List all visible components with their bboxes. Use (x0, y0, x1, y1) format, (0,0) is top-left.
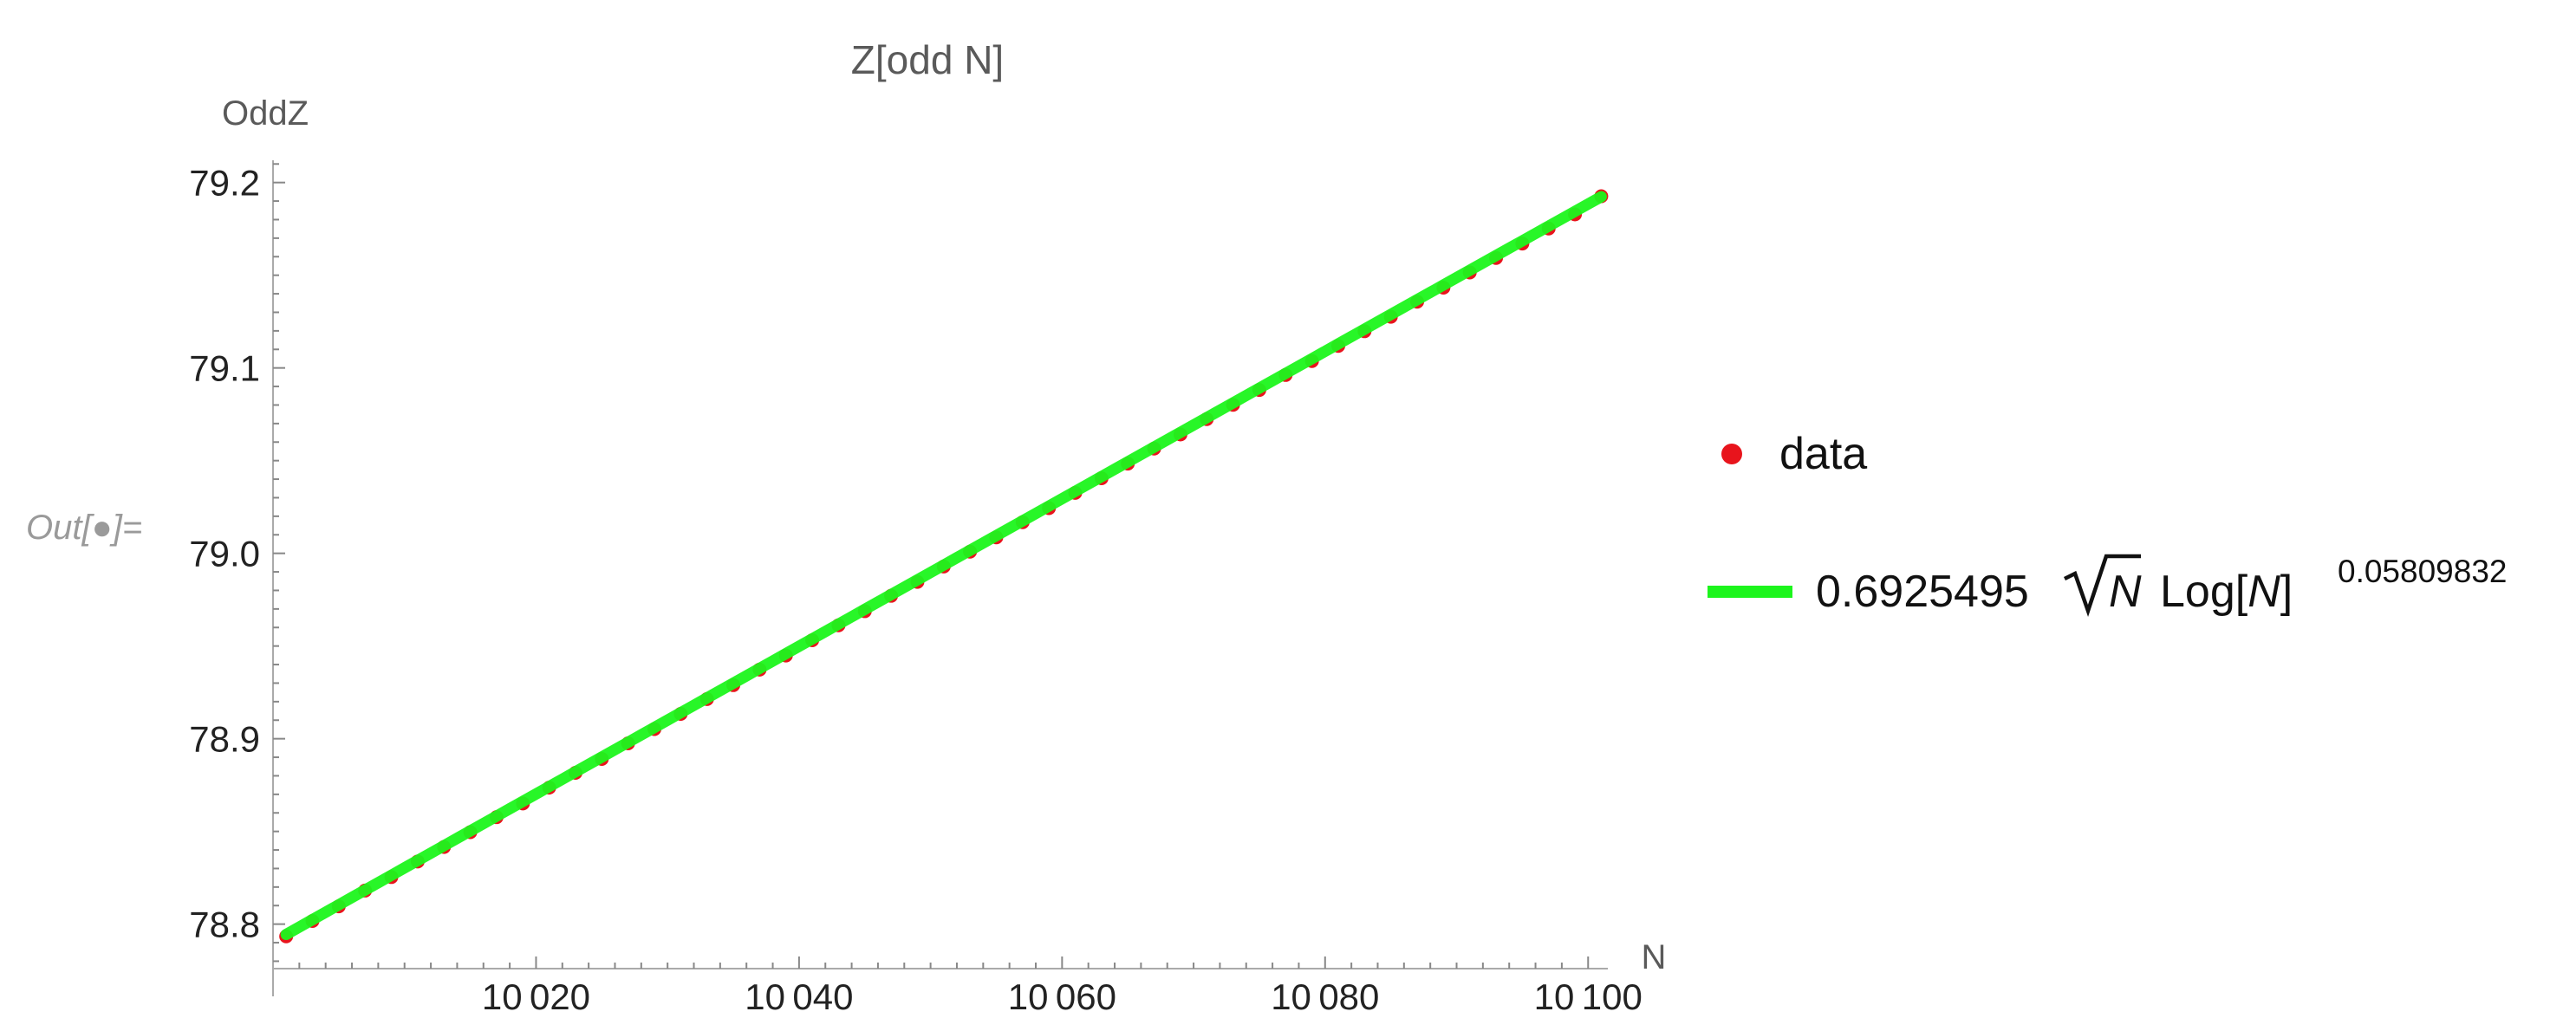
y-tick-label: 79.1 (189, 348, 260, 389)
x-tick-label: 10 020 (482, 976, 590, 1017)
legend-fit-exponent: 0.05809832 (2338, 554, 2507, 589)
fit-line (280, 191, 1607, 941)
legend-fit-log-var: N (2247, 567, 2280, 617)
y-ticks: 78.8 78.9 79.0 79.1 79.2 (189, 163, 285, 963)
legend-sqrt-sign (2063, 554, 2141, 617)
y-tick-label: 78.9 (189, 719, 260, 760)
legend: data 0.6925495 N Log[N] 0.05809832 (1708, 429, 2507, 617)
legend-fit-log-suffix: ] (2280, 567, 2293, 617)
x-tick-label: 10 080 (1271, 976, 1379, 1017)
y-tick-label: 79.0 (189, 534, 260, 574)
legend-fit-label: 0.6925495 (1816, 567, 2029, 617)
legend-data-label: data (1779, 429, 1867, 479)
series-layer (279, 189, 1609, 943)
x-tick-label: 10 060 (1008, 976, 1116, 1017)
output-cell-label: Out[●]= (26, 509, 142, 547)
y-tick-label: 78.8 (189, 905, 260, 945)
x-axis-label: N (1642, 938, 1667, 976)
y-tick-label: 79.2 (189, 163, 260, 204)
legend-fit-log: Log[N] (2160, 567, 2293, 617)
legend-fit-sqrt-var: N (2109, 567, 2142, 617)
legend-fit-log-prefix: Log[ (2160, 567, 2248, 617)
legend-data-marker (1721, 444, 1742, 464)
y-axis-label: OddZ (222, 94, 309, 133)
x-tick-label: 10 100 (1534, 976, 1643, 1017)
legend-fit-coefficient: 0.6925495 (1816, 567, 2029, 617)
x-tick-label: 10 040 (745, 976, 853, 1017)
x-ticks: 10 020 10 040 10 060 10 080 10 100 (298, 956, 1643, 1017)
chart-title: Z[odd N] (851, 37, 1004, 82)
